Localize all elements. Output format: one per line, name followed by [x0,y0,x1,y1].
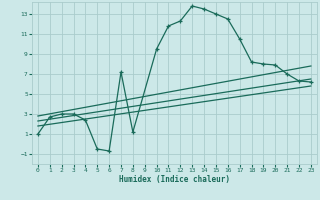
X-axis label: Humidex (Indice chaleur): Humidex (Indice chaleur) [119,175,230,184]
